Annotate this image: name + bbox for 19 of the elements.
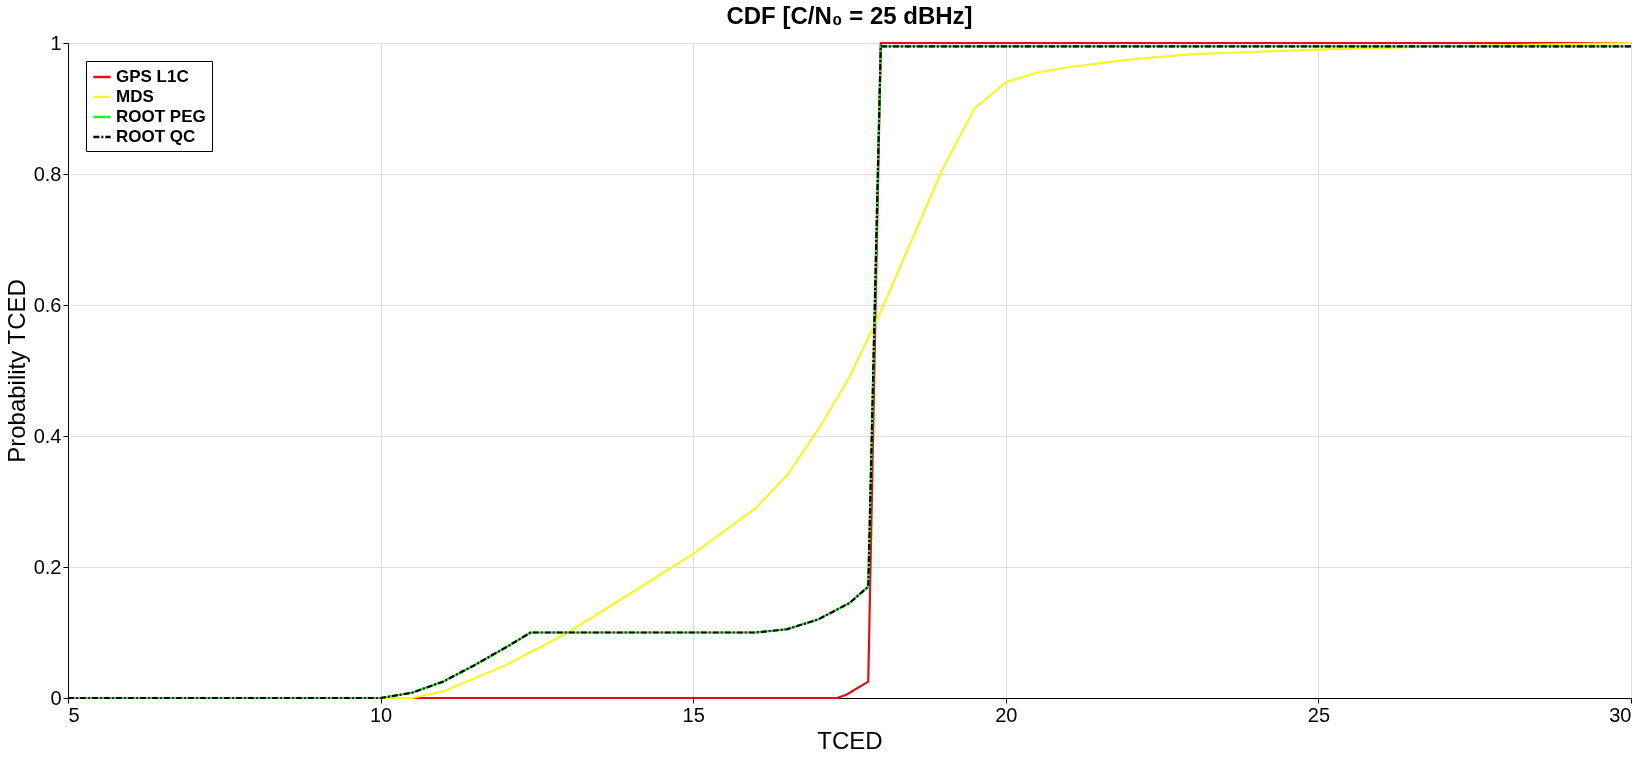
legend-label: ROOT QC [116, 127, 196, 146]
y-axis-title: Probability TCED [2, 279, 30, 463]
x-tick-label: 10 [369, 703, 393, 726]
legend-label: GPS L1C [116, 67, 189, 86]
x-tick-label: 15 [682, 703, 705, 726]
y-tick-label: 0 [50, 686, 62, 709]
y-tick-label: 0.8 [33, 162, 62, 185]
legend-label: MDS [116, 87, 154, 106]
y-tick-label: 1 [50, 31, 62, 54]
y-tick-label: 0.6 [33, 293, 62, 316]
x-tick-label: 25 [1307, 703, 1331, 726]
legend-label: ROOT PEG [116, 107, 206, 126]
x-axis-title: TCED [817, 726, 883, 754]
y-tick-label: 0.4 [33, 424, 62, 447]
x-tick-label: 30 [1609, 703, 1632, 726]
x-tick-label: 5 [68, 703, 80, 726]
chart-title: CDF [C/N₀ = 25 dBHz] [726, 2, 973, 29]
x-tick-label: 20 [995, 703, 1018, 726]
y-tick-label: 0.2 [33, 555, 62, 578]
